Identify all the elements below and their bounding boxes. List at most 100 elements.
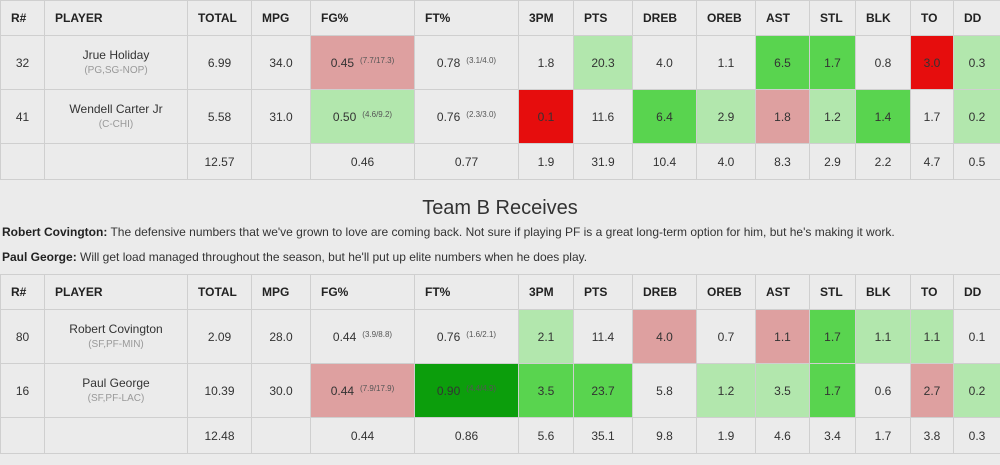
team-b-heading: Team B Receives <box>422 197 578 219</box>
fg-cell: 0.45 (7.7/17.3) <box>310 35 415 90</box>
oreb-cell: 2.9 <box>696 89 756 144</box>
player-team: (C-CHI) <box>98 118 134 130</box>
table-row: 41 Wendell Carter Jr (C-CHI) 5.58 31.0 0… <box>0 89 1000 144</box>
player-name[interactable]: Wendell Carter Jr <box>69 101 163 116</box>
total-cell: 2.09 <box>187 309 252 364</box>
col-ft[interactable]: FT% <box>414 274 519 310</box>
col-dd[interactable]: DD <box>953 274 1000 310</box>
pts-cell: 31.9 <box>573 143 633 180</box>
col-blk[interactable]: BLK <box>855 0 911 36</box>
player-name[interactable]: Jrue Holiday <box>82 47 150 62</box>
col-blk[interactable]: BLK <box>855 274 911 310</box>
player-cell: Robert Covington (SF,PF-MIN) <box>44 309 188 364</box>
3pm-cell: 1.9 <box>518 143 574 180</box>
stl-cell: 3.4 <box>809 417 856 454</box>
note-text: The defensive numbers that we've grown t… <box>107 225 895 239</box>
col-total[interactable]: TOTAL <box>187 0 252 36</box>
dd-cell: 0.5 <box>953 143 1000 180</box>
note-player-name: Paul George: <box>2 250 77 264</box>
ft-detail: (3.1/4.0) <box>466 55 497 65</box>
col-stl[interactable]: STL <box>809 274 856 310</box>
empty-cell <box>251 417 311 454</box>
fg-cell: 0.44 <box>310 417 415 454</box>
blk-cell: 1.1 <box>855 309 911 364</box>
team-a-table: R# PLAYER TOTAL MPG FG% FT% 3PM PTS DREB… <box>0 0 1000 180</box>
ft-cell: 0.78 (3.1/4.0) <box>414 35 519 90</box>
oreb-cell: 1.9 <box>696 417 756 454</box>
col-ast[interactable]: AST <box>755 0 810 36</box>
col-dreb[interactable]: DREB <box>632 274 697 310</box>
dreb-cell: 4.0 <box>632 35 697 90</box>
player-note: Robert Covington: The defensive numbers … <box>0 224 1000 249</box>
dreb-cell: 5.8 <box>632 363 697 418</box>
total-cell: 6.99 <box>187 35 252 90</box>
fg-cell: 0.44 (3.9/8.8) <box>310 309 415 364</box>
total-cell: 12.48 <box>187 417 252 454</box>
ft-value: 0.90 <box>436 383 461 398</box>
totals-row: 12.48 0.44 0.86 5.6 35.1 9.8 1.9 4.6 3.4… <box>0 417 1000 454</box>
col-3pm[interactable]: 3PM <box>518 274 574 310</box>
ast-cell: 3.5 <box>755 363 810 418</box>
col-ast[interactable]: AST <box>755 274 810 310</box>
table-row: 16 Paul George (SF,PF-LAC) 10.39 30.0 0.… <box>0 363 1000 418</box>
col-oreb[interactable]: OREB <box>696 0 756 36</box>
fg-detail: (7.7/17.3) <box>360 55 395 65</box>
player-cell: Wendell Carter Jr (C-CHI) <box>44 89 188 144</box>
to-cell: 1.1 <box>910 309 954 364</box>
player-team: (SF,PF-MIN) <box>88 338 144 350</box>
ft-cell: 0.90 (4.4/4.9) <box>414 363 519 418</box>
table-row: 80 Robert Covington (SF,PF-MIN) 2.09 28.… <box>0 309 1000 364</box>
ft-detail: (1.6/2.1) <box>466 329 497 339</box>
oreb-cell: 1.1 <box>696 35 756 90</box>
col-dreb[interactable]: DREB <box>632 0 697 36</box>
col-fg[interactable]: FG% <box>310 274 415 310</box>
to-cell: 3.0 <box>910 35 954 90</box>
player-note: Paul George: Will get load managed throu… <box>0 249 1000 274</box>
fg-cell: 0.44 (7.9/17.9) <box>310 363 415 418</box>
col-total[interactable]: TOTAL <box>187 274 252 310</box>
col-3pm[interactable]: 3PM <box>518 0 574 36</box>
fg-value: 0.44 <box>330 383 355 398</box>
col-player[interactable]: PLAYER <box>44 0 188 36</box>
to-cell: 1.7 <box>910 89 954 144</box>
blk-cell: 1.7 <box>855 417 911 454</box>
col-mpg[interactable]: MPG <box>251 0 311 36</box>
dd-cell: 0.3 <box>953 417 1000 454</box>
col-oreb[interactable]: OREB <box>696 274 756 310</box>
total-cell: 5.58 <box>187 89 252 144</box>
col-to[interactable]: TO <box>910 0 954 36</box>
ast-cell: 4.6 <box>755 417 810 454</box>
col-rank[interactable]: R# <box>0 274 45 310</box>
rank-cell: 16 <box>0 363 45 418</box>
col-ft[interactable]: FT% <box>414 0 519 36</box>
fg-detail: (3.9/8.8) <box>362 329 393 339</box>
col-pts[interactable]: PTS <box>573 0 633 36</box>
blk-cell: 0.8 <box>855 35 911 90</box>
header-row: R# PLAYER TOTAL MPG FG% FT% 3PM PTS DREB… <box>0 274 1000 310</box>
ft-cell: 0.76 (1.6/2.1) <box>414 309 519 364</box>
to-cell: 2.7 <box>910 363 954 418</box>
empty-cell <box>44 417 188 454</box>
col-rank[interactable]: R# <box>0 0 45 36</box>
note-player-name: Robert Covington: <box>2 225 108 239</box>
col-fg[interactable]: FG% <box>310 0 415 36</box>
pts-cell: 35.1 <box>573 417 633 454</box>
col-player[interactable]: PLAYER <box>44 274 188 310</box>
mpg-cell: 28.0 <box>251 309 311 364</box>
dd-cell: 0.2 <box>953 363 1000 418</box>
rank-cell: 80 <box>0 309 45 364</box>
player-name[interactable]: Paul George <box>82 375 150 390</box>
col-stl[interactable]: STL <box>809 0 856 36</box>
fg-cell: 0.46 <box>310 143 415 180</box>
totals-row: 12.57 0.46 0.77 1.9 31.9 10.4 4.0 8.3 2.… <box>0 143 1000 180</box>
player-name[interactable]: Robert Covington <box>69 321 163 336</box>
col-pts[interactable]: PTS <box>573 274 633 310</box>
col-to[interactable]: TO <box>910 274 954 310</box>
col-mpg[interactable]: MPG <box>251 274 311 310</box>
team-b-table: R# PLAYER TOTAL MPG FG% FT% 3PM PTS DREB… <box>0 274 1000 454</box>
pts-cell: 11.6 <box>573 89 633 144</box>
fg-value: 0.50 <box>332 109 357 124</box>
col-dd[interactable]: DD <box>953 0 1000 36</box>
ast-cell: 8.3 <box>755 143 810 180</box>
mpg-cell: 30.0 <box>251 363 311 418</box>
